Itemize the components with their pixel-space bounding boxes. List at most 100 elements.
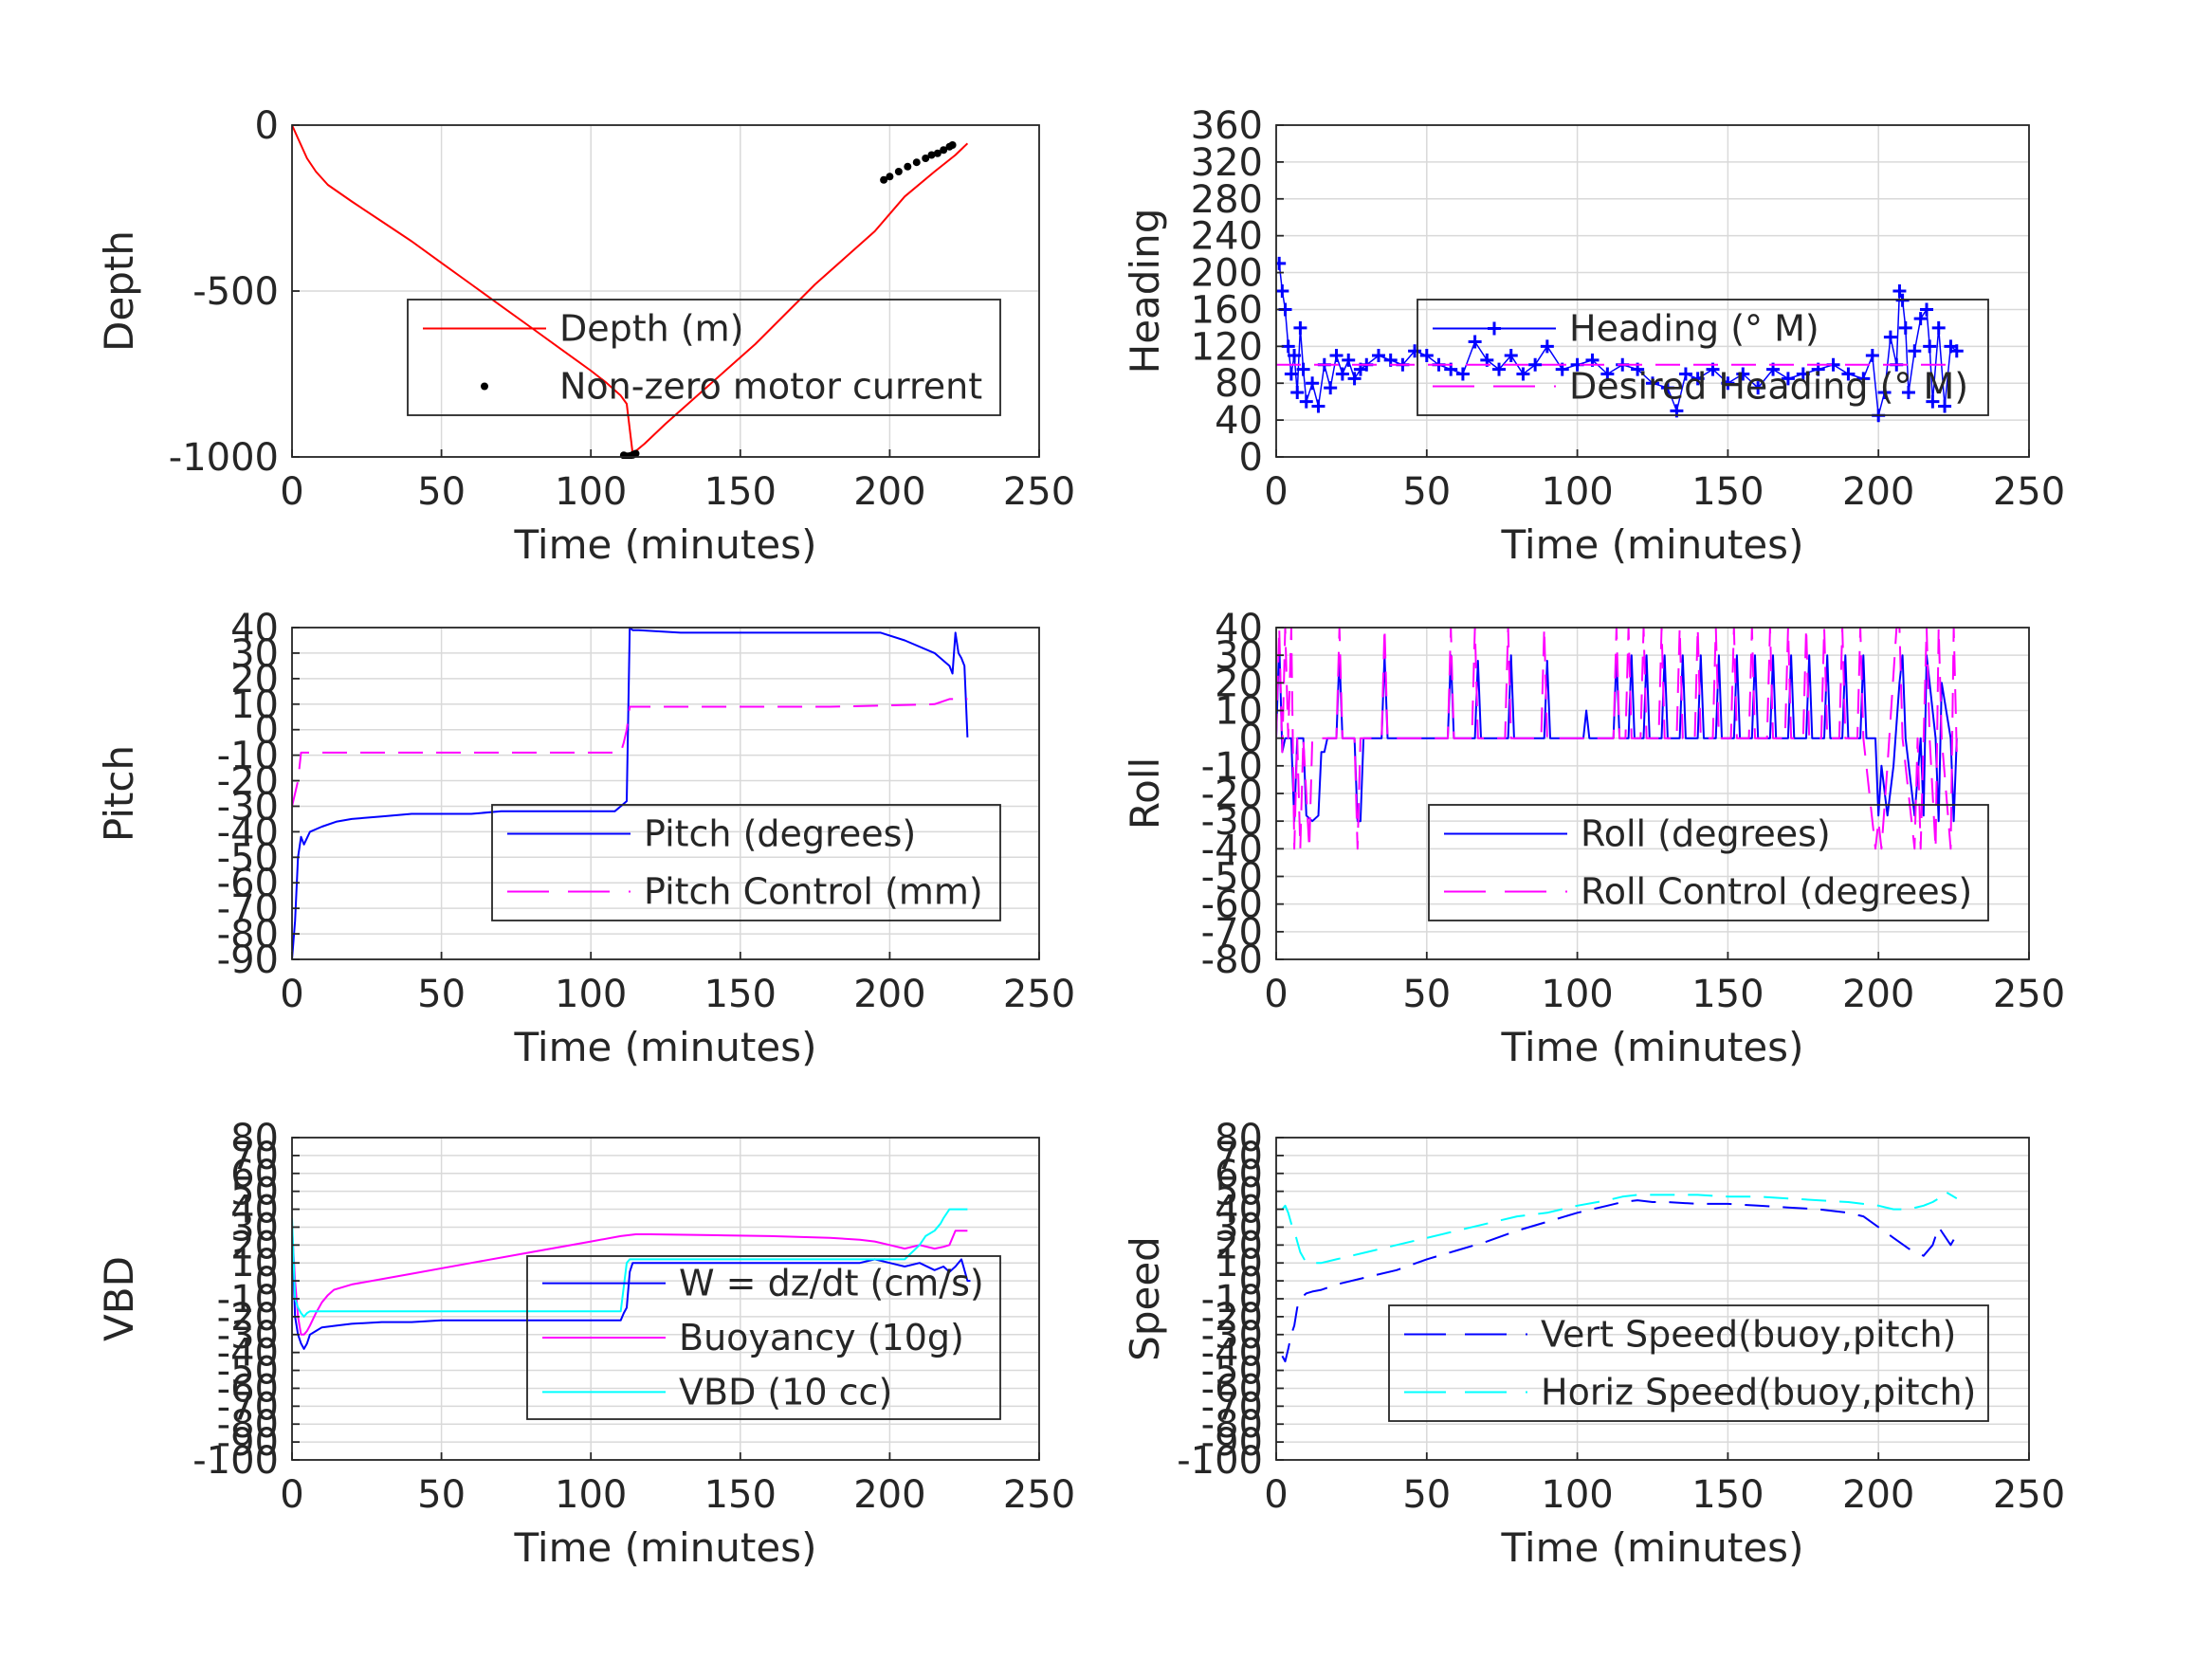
heading-marker [1646, 376, 1659, 391]
x-axis-label: Time (minutes) [514, 521, 817, 568]
heading-marker [1281, 339, 1295, 354]
y-tick-label: -20 [217, 760, 279, 804]
x-tick-label: 100 [555, 973, 627, 1016]
x-tick-label: 50 [1402, 1473, 1451, 1517]
x-tick-label: 150 [704, 1473, 777, 1517]
x-axis-label: Time (minutes) [1501, 521, 1804, 568]
y-tick-label: -50 [217, 1350, 279, 1394]
x-tick-label: 50 [1402, 470, 1451, 514]
legend-label: Non-zero motor current [559, 366, 982, 408]
x-tick-label: 150 [704, 470, 777, 514]
y-tick-label: -60 [217, 1367, 279, 1411]
x-tick-label: 250 [1993, 1473, 2065, 1517]
y-tick-label: 40 [230, 1189, 279, 1232]
y-tick-label: -50 [1201, 1350, 1263, 1394]
y-tick-label: 10 [1215, 690, 1263, 734]
motor-current-point [940, 146, 948, 155]
x-tick-label: 100 [1541, 973, 1613, 1016]
y-tick-label: -60 [1201, 884, 1263, 927]
x-axis-label: Time (minutes) [1501, 1524, 1804, 1571]
y-tick-label: -20 [1201, 773, 1263, 816]
legend-label: Heading (° M) [1569, 308, 1819, 350]
heading-marker [1455, 367, 1470, 381]
x-tick-label: 0 [1264, 973, 1288, 1016]
x-tick-label: 0 [280, 470, 303, 514]
heading-marker [1329, 349, 1344, 363]
y-tick-label: 320 [1191, 141, 1263, 185]
y-tick-label: -90 [217, 939, 279, 982]
y-tick-label: 60 [1215, 1153, 1263, 1196]
legend: Depth (m) Non-zero motor current [407, 299, 1001, 416]
motor-current-point [894, 168, 903, 175]
x-axis-label: Time (minutes) [1501, 1024, 1804, 1070]
y-tick-label: -30 [217, 785, 279, 829]
y-axis-label: Roll [1122, 757, 1168, 830]
x-tick-label: 200 [853, 973, 925, 1016]
x-tick-label: 200 [853, 1473, 925, 1517]
y-tick-label: 10 [230, 1242, 279, 1285]
heading-marker [1276, 256, 1287, 270]
y-tick-label: -40 [1201, 1332, 1263, 1376]
heading-marker [1913, 312, 1928, 326]
x-tick-label: 250 [1993, 470, 2065, 514]
heading-marker [1408, 344, 1422, 358]
legend-box [407, 299, 1001, 416]
legend: W = dz/dt (cm/s) Buoyancy (10g) VBD (10 cc… [526, 1255, 1001, 1420]
x-tick-label: 150 [1691, 1473, 1764, 1517]
y-tick-label: 10 [1215, 1242, 1263, 1285]
legend-label: VBD (10 cc) [679, 1371, 892, 1413]
heading-marker [1923, 339, 1937, 354]
heading-marker [1419, 349, 1434, 363]
legend: Heading (° M) Desired Heading (° M) [1417, 299, 1989, 416]
legend-label: Roll (degrees) [1581, 813, 1831, 855]
heading-marker [1290, 385, 1305, 399]
motor-current-point [948, 141, 957, 149]
x-tick-label: 250 [1993, 973, 2065, 1016]
legend-box [1417, 299, 1989, 416]
subplot-6: 0 50 100 150 200 250-100-90-80-70-60-50-40-30… [1122, 1117, 2065, 1571]
heading-marker [1938, 399, 1952, 413]
series-line-1 [292, 627, 969, 960]
y-tick-label: 280 [1191, 178, 1263, 222]
heading-marker [1311, 399, 1325, 413]
heading-marker [1296, 362, 1310, 376]
heading-marker [1781, 372, 1795, 386]
y-tick-label: 0 [255, 104, 279, 148]
y-tick-label: 20 [230, 1224, 279, 1267]
plot-area [292, 124, 969, 459]
legend-label: W = dz/dt (cm/s) [679, 1263, 984, 1304]
y-axis-label: VBD [96, 1256, 142, 1341]
heading-marker [1892, 284, 1907, 298]
legend-label: Desired Heading (° M) [1569, 366, 1968, 408]
y-tick-label: -80 [1201, 1403, 1263, 1447]
y-tick-label: -70 [217, 1385, 279, 1429]
y-tick-label: -40 [217, 1332, 279, 1376]
y-tick-label: -90 [217, 1421, 279, 1465]
legend-label: Roll Control (degrees) [1581, 871, 1972, 913]
heading-marker [1660, 381, 1674, 395]
legend-label: Horiz Speed(buoy,pitch) [1541, 1372, 1976, 1413]
heading-marker [1324, 381, 1338, 395]
y-tick-label: 240 [1191, 215, 1263, 259]
y-tick-label: 30 [1215, 634, 1263, 678]
y-axis-label: Heading [1122, 209, 1168, 374]
y-tick-label: 30 [230, 1206, 279, 1249]
y-tick-label: -70 [1201, 1385, 1263, 1429]
motor-current-point [886, 173, 894, 181]
heading-marker [1528, 357, 1543, 372]
heading-marker [1883, 330, 1897, 344]
y-tick-label: 40 [1215, 399, 1263, 443]
x-tick-label: 200 [853, 470, 925, 514]
y-tick-label: 70 [1215, 1135, 1263, 1178]
x-tick-label: 0 [280, 973, 303, 1016]
subplot-4: 0 50 100 150 200 250-80-70-60-50-40-30-20-100… [1122, 607, 2065, 1070]
heading-marker [1856, 372, 1871, 386]
legend: Vert Speed(buoy,pitch) Horiz Speed(buoy,p… [1388, 1304, 1989, 1422]
x-tick-label: 150 [1691, 973, 1764, 1016]
heading-marker [1347, 372, 1362, 386]
y-tick-label: -60 [217, 862, 279, 905]
y-tick-label: -20 [1201, 1296, 1263, 1340]
y-tick-label: -1000 [169, 436, 279, 480]
y-tick-label: 0 [255, 1260, 279, 1304]
